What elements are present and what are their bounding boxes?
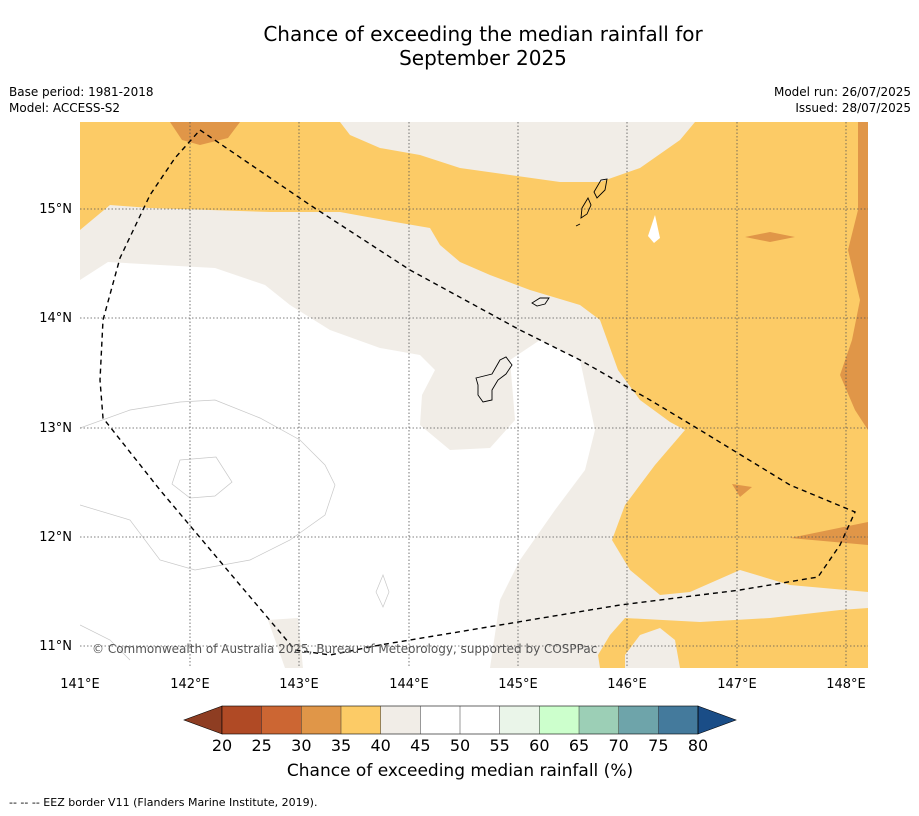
colorbar-tick-label: 65 [569,736,589,755]
lon-label-146: 146°E [607,677,647,692]
lon-label-142: 142°E [170,677,210,692]
meta-left: Base period: 1981-2018 Model: ACCESS-S2 [9,84,154,116]
meta-right: Model run: 26/07/2025 Issued: 28/07/2025 [774,84,911,116]
lon-label-141: 141°E [60,677,100,692]
contour-45-55-island-patch [648,215,660,243]
graticule [80,122,868,668]
colorbar-segment [460,706,500,734]
colorbar-segment [658,706,698,734]
footnote-eez: -- -- -- EEZ border V11 (Flanders Marine… [9,796,318,809]
saipan-island [593,178,608,199]
title-line-2: September 2025 [399,46,567,70]
lon-labels: 141°E 142°E 143°E 144°E 145°E 146°E 147°… [60,677,866,692]
colorbar-tick-label: 75 [648,736,668,755]
thin-contours [80,399,390,661]
rota-island [531,297,550,307]
colorbar: 20 25 30 35 40 45 50 55 60 65 70 75 80 [183,705,737,755]
colorbar-segment [539,706,579,734]
colorbar-tick-label: 80 [688,736,708,755]
colorbar-tick-label: 45 [410,736,430,755]
colorbar-tick-label: 40 [370,736,390,755]
base-period-text: Base period: 1981-2018 [9,85,154,99]
colorbar-segment [222,706,262,734]
model-run-text: Model run: 26/07/2025 [773,85,911,99]
lon-label-143: 143°E [279,677,319,692]
guam-island [475,356,513,403]
colorbar-segment [579,706,619,734]
model-text: Model: ACCESS-S2 [9,101,121,115]
lon-label-148: 148°E [826,677,866,692]
lat-labels: 15°N 14°N 13°N 12°N 11°N [39,202,72,654]
coastlines [475,178,608,403]
colorbar-segment [499,706,540,734]
aguijan-island [575,223,581,227]
contour-30-35-streak [745,232,795,242]
tinian-island [580,197,592,219]
colorbar-tick-label: 30 [291,736,311,755]
lon-label-145: 145°E [498,677,538,692]
lat-label-14: 14°N [39,311,72,326]
colorbar-segment [380,706,421,734]
colorbar-tick-label: 60 [529,736,549,755]
colorbar-segment [341,706,381,734]
lat-label-11: 11°N [39,639,72,654]
colorbar-tick-label: 25 [251,736,271,755]
lat-label-15: 15°N [39,202,72,217]
contour-30-35-east [840,122,868,430]
lat-label-12: 12°N [39,530,72,545]
colorbar-tick-label: 50 [450,736,470,755]
colorbar-tick-label: 70 [608,736,628,755]
colorbar-segment [618,706,659,734]
colorbar-under-arrow [183,705,223,735]
colorbar-tick-label: 35 [331,736,351,755]
colorbar-segment [420,706,460,734]
issued-text: Issued: 28/07/2025 [795,101,911,115]
colorbar-title: Chance of exceeding median rainfall (%) [286,761,634,781]
title-line-1: Chance of exceeding the median rainfall … [263,22,703,46]
contour-30-35-top [170,122,240,145]
lon-label-144: 144°E [389,677,429,692]
colorbar-over-arrow [697,705,737,735]
colorbar-segment [301,706,341,734]
map-area: © Commonwealth of Australia 2025, Bureau… [80,122,868,668]
lat-label-13: 13°N [39,421,72,436]
lon-label-147: 147°E [717,677,757,692]
colorbar-tick-label: 20 [212,736,232,755]
contour-35-40-top [80,122,868,668]
map-title: Chance of exceeding the median rainfall … [0,22,919,70]
colorbar-tick-label: 55 [489,736,509,755]
copyright-text: © Commonwealth of Australia 2025, Bureau… [92,642,597,656]
colorbar-segment [261,706,302,734]
contour-40-45-patch [268,618,303,668]
